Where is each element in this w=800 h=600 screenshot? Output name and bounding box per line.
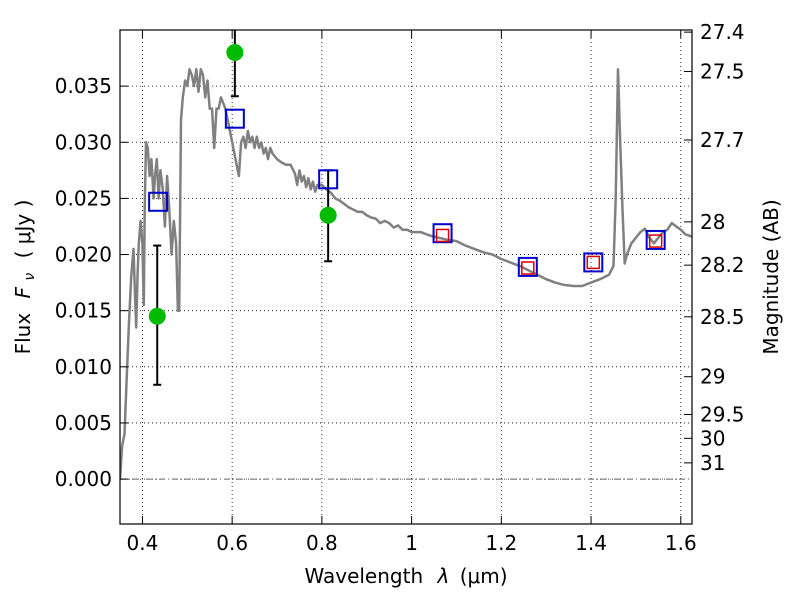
mag-tick-label: 28 (700, 210, 725, 234)
x-axis-title-unit: (μm) (460, 564, 508, 588)
model-spectrum-line (120, 68, 692, 480)
y-tick-label: 0.000 (55, 467, 112, 491)
x-tick-label: 0.8 (306, 531, 338, 555)
model-flux-square (645, 229, 666, 250)
model-flux-square-inner (521, 261, 535, 275)
y-axis-title-sub: ν (22, 273, 38, 281)
model-flux-square (224, 108, 245, 129)
x-tick-label: 0.6 (216, 531, 248, 555)
mag-tick-label: 29.5 (700, 402, 745, 426)
y-tick-label: 0.015 (55, 299, 112, 323)
y-axis-title-symbol: F (11, 286, 35, 298)
model-flux-square (432, 223, 453, 244)
grid (120, 30, 692, 524)
x-axis-title-symbol: λ (437, 564, 450, 588)
x-tick-label: 1.6 (665, 531, 697, 555)
model-flux-square (148, 191, 169, 212)
model-flux-square (517, 256, 538, 277)
x-axis-title: Wavelength λ (μm) (304, 564, 507, 588)
y-axis-title-prefix: Flux (11, 313, 35, 355)
y-tick-label: 0.005 (55, 411, 112, 435)
mag-tick-label: 28.5 (700, 305, 745, 329)
mag-tick-label: 29 (700, 365, 725, 389)
mag-tick-label: 30 (700, 426, 725, 450)
y-axis-title-unit: ( μJy ) (11, 200, 35, 259)
x-tick-label: 1.4 (575, 531, 607, 555)
axes: 0.4 0.6 0.8 1 1.2 1.4 1.6 0.000 0.005 0.010 0.015 0… (55, 20, 745, 555)
x-tick-label: 1.2 (485, 531, 517, 555)
model-flux-square-inner (586, 255, 601, 270)
y-tick-label: 0.030 (55, 130, 112, 154)
model-flux-square (318, 169, 339, 190)
observed-flux-point (148, 307, 166, 325)
y-axis-title: Flux F ν ( μJy ) (11, 200, 39, 355)
y-tick-label: 0.035 (55, 74, 112, 98)
mag-tick-label: 27.5 (700, 59, 745, 83)
y-axis-right-title: Magnitude (AB) (759, 199, 783, 354)
model-flux-square (583, 252, 604, 273)
plot-frame (119, 29, 693, 525)
observed-flux-point (319, 206, 337, 224)
y-tick-label: 0.025 (55, 186, 112, 210)
plot-content (120, 30, 692, 480)
mag-tick-label: 31 (700, 451, 725, 475)
y-tick-label: 0.020 (55, 243, 112, 267)
model-flux-square-inner (648, 234, 663, 248)
x-tick-label: 0.4 (127, 531, 159, 555)
observed-flux-point (226, 43, 244, 61)
x-tick-label: 1 (405, 531, 418, 555)
model-flux-square-inner (435, 228, 450, 243)
mag-tick-label: 27.7 (700, 128, 745, 152)
mag-tick-label: 27.4 (700, 20, 745, 44)
y-tick-label: 0.010 (55, 355, 112, 379)
mag-tick-label: 28.2 (700, 253, 745, 277)
x-axis-title-prefix: Wavelength (304, 564, 423, 588)
